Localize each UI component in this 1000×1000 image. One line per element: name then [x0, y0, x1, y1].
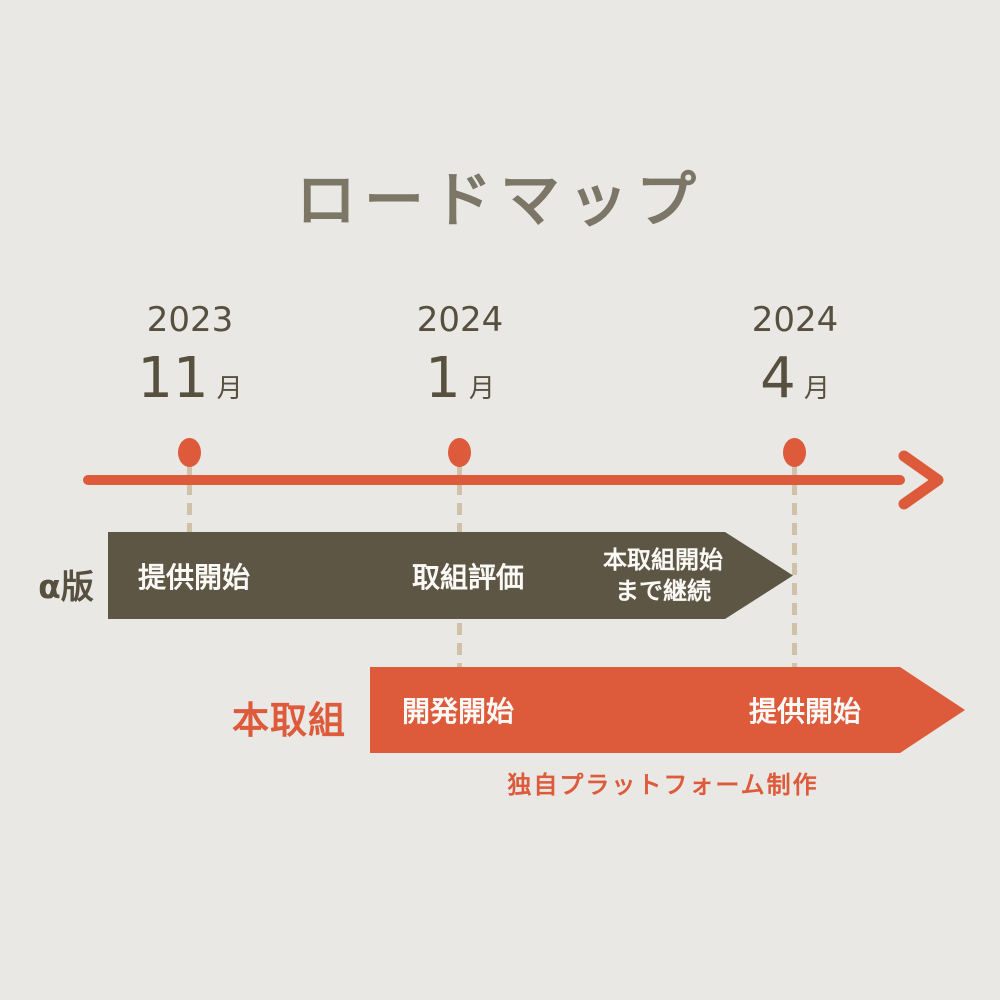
milestone-month-number: 11 [137, 345, 209, 411]
timeline-arrowhead-icon [898, 450, 944, 510]
alpha-phase-continue-line2: まで継続 [615, 576, 711, 605]
milestone-month-number: 4 [760, 345, 796, 411]
platform-caption: 独自プラットフォーム制作 [507, 771, 819, 799]
milestone-date-2023-11: 2023 11 月 [60, 300, 320, 407]
main-phase-dev-start: 開発開始 [402, 695, 515, 728]
timeline-axis [83, 475, 905, 485]
milestone-month-number: 1 [425, 345, 461, 411]
milestone-dot [178, 438, 201, 467]
milestone-year: 2024 [416, 300, 504, 340]
page-title: ロードマップ [296, 166, 704, 236]
milestone-month-unit: 月 [803, 373, 830, 404]
alpha-phase-continue-line1: 本取組開始 [603, 545, 723, 574]
main-phase-release: 提供開始 [748, 695, 862, 728]
milestone-dot [448, 438, 471, 467]
alpha-phase-start: 提供開始 [138, 560, 251, 594]
alpha-phase-continue: 本取組開始 まで継続 [603, 544, 723, 606]
milestone-year: 2024 [751, 300, 839, 340]
milestone-dashed-line [792, 463, 797, 668]
milestone-year: 2023 [146, 300, 234, 340]
milestone-month-unit: 月 [468, 373, 495, 404]
alpha-phase-evaluation: 取組評価 [411, 560, 525, 594]
main-row-arrow-bar: 開発開始 提供開始 [370, 667, 965, 753]
milestone-dot [783, 438, 806, 467]
main-row-label: 本取組 [232, 699, 346, 742]
milestone-month-unit: 月 [216, 373, 243, 404]
milestone-month: 11 月 [60, 350, 320, 407]
alpha-row-label: α版 [38, 567, 94, 606]
milestone-dashed-line [187, 463, 192, 533]
alpha-row-arrow-bar: 提供開始 取組評価 本取組開始 まで継続 [108, 532, 793, 619]
